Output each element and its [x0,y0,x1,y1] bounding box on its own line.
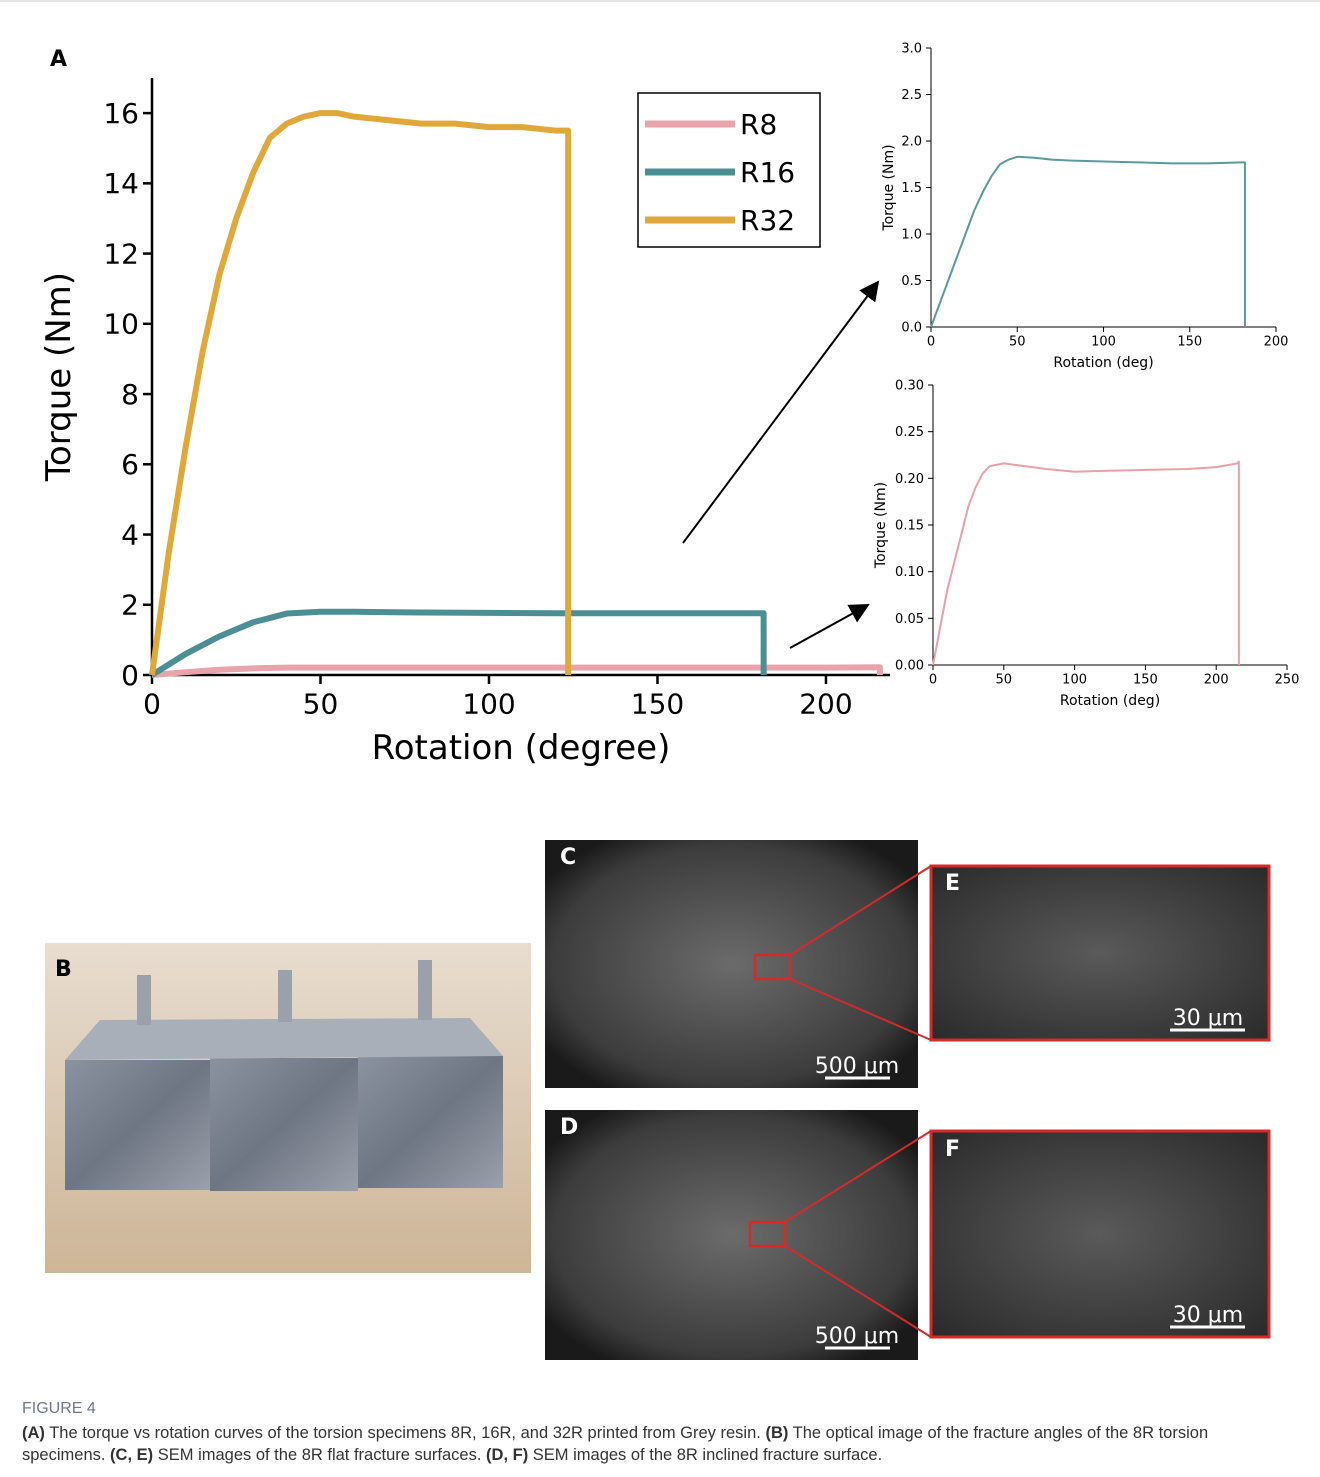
x-tick-label: 100 [1062,673,1087,688]
scale-label: 500 μm [815,1054,899,1079]
y-tick-label: 2.0 [901,135,922,150]
photo-b [45,943,531,1273]
zoom-box [753,953,792,981]
y-tick-label: 0 [121,659,139,692]
x-axis-title: Rotation (deg) [1053,355,1153,371]
y-tick-label: 0.20 [895,472,924,487]
x-axis-title: Rotation (deg) [1060,693,1160,709]
y-tick-label: 2 [121,589,139,622]
x-tick-label: 150 [1177,335,1202,350]
y-tick-label: 1.5 [901,181,922,196]
caption-part: The torque vs rotation curves of the tor… [44,1424,766,1442]
x-tick-label: 50 [996,673,1013,688]
sem-image-c [545,840,918,1088]
legend-label: R8 [740,108,777,141]
y-tick-label: 0.5 [901,274,922,289]
panel-label: B [55,957,72,982]
legend-label: R16 [740,156,795,189]
x-tick-label: 0 [927,335,935,350]
caption-part: (A) [22,1424,45,1442]
y-tick-label: 2.5 [901,88,922,103]
x-axis-title: Rotation (degree) [372,728,671,768]
series-line [151,664,883,678]
y-tick-label: 3.0 [901,42,922,57]
panel-label: A [50,47,67,72]
zoom-box [748,1220,787,1248]
x-tick-label: 200 [1264,335,1289,350]
series-line [149,110,572,676]
y-tick-label: 0.05 [895,612,924,627]
panel-label: E [945,871,960,896]
y-tick-label: 6 [121,448,139,481]
panel-label: F [945,1137,960,1162]
caption-part: SEM images of the 8R flat fracture surfa… [153,1446,487,1464]
x-tick-label: 100 [462,687,515,720]
panel-label: D [560,1115,578,1140]
scale-label: 30 μm [1173,1006,1243,1031]
caption-part: (D, F) [486,1446,529,1464]
y-tick-label: 0.25 [895,425,924,440]
y-tick-label: 14 [103,167,139,200]
x-tick-label: 50 [1009,335,1026,350]
scale-label: 30 μm [1173,1303,1243,1328]
zoom-line [784,1130,932,1223]
series-line [932,460,1240,666]
y-tick-label: 12 [103,237,139,270]
x-tick-label: 150 [1133,673,1158,688]
caption: FIGURE 4 (A) The torque vs rotation curv… [22,1398,1292,1466]
x-tick-label: 250 [1275,673,1300,688]
y-tick-label: 0.00 [895,659,924,674]
zoom-line [789,865,932,956]
y-tick-label: 1.0 [901,228,922,243]
sem-image-d [545,1110,918,1360]
x-tick-label: 200 [799,687,852,720]
y-axis-title: Torque (Nm) [881,144,897,231]
y-tick-label: 10 [103,308,139,341]
y-tick-label: 0.10 [895,565,924,580]
caption-part: The optical image of the fracture angles… [22,1424,1209,1464]
y-tick-label: 0.30 [895,379,924,394]
y-tick-label: 16 [103,97,139,130]
x-tick-label: 50 [303,687,339,720]
x-tick-label: 0 [929,673,937,688]
caption-part: (B) [765,1424,789,1442]
caption-title: FIGURE 4 [22,1400,96,1417]
y-tick-label: 4 [121,518,139,551]
arrow [789,604,870,649]
y-tick-label: 0.0 [901,321,922,336]
y-axis-title: Torque (Nm) [873,482,889,569]
caption-part: (C, E) [110,1446,154,1464]
x-tick-label: 200 [1204,673,1229,688]
x-tick-label: 0 [143,687,161,720]
series-line [930,155,1246,328]
y-tick-label: 0.15 [895,519,924,534]
panel-label: C [560,845,576,870]
x-tick-label: 150 [631,687,684,720]
sem-image-f [929,1129,1271,1339]
scale-label: 500 μm [815,1324,899,1349]
zoom-line [784,1245,932,1338]
zoom-line [789,978,932,1041]
y-axis-title: Torque (Nm) [39,272,79,482]
caption-part: SEM images of the 8R inclined fracture s… [528,1446,883,1464]
sem-image-e [929,864,1271,1042]
y-tick-label: 8 [121,378,139,411]
figure: 500 μm 500 μm 30 μm 30 μm A B C D E F 0 2… [0,0,1320,1360]
legend-label: R32 [740,204,795,237]
arrow [682,280,880,544]
caption-text: (A) The torque vs rotation curves of the… [22,1422,1292,1466]
series-line [150,608,767,678]
x-tick-label: 100 [1091,335,1116,350]
